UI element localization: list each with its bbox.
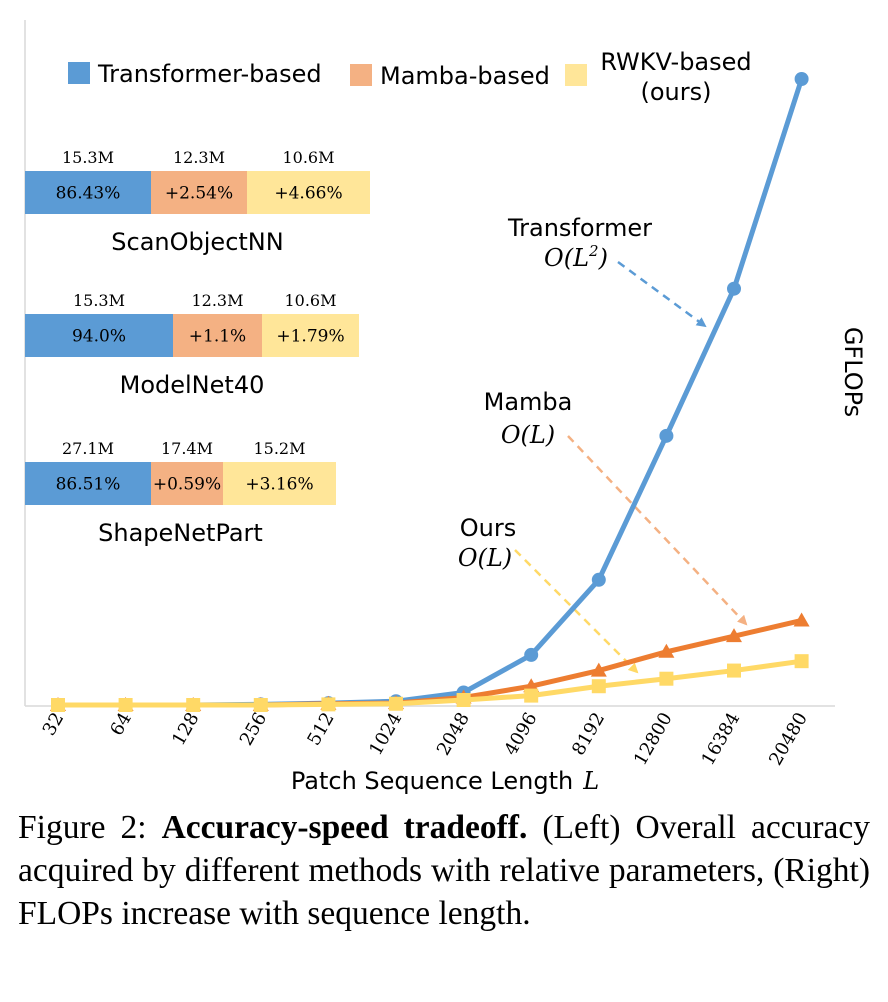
x-tick-label: 512	[303, 709, 338, 749]
accuracy-bar-shapenetpart: 86.51% 27.1M +0.59% 17.4M +3.16% 15.2M ShapeNe…	[25, 439, 336, 547]
bar-param-label: 12.3M	[191, 291, 243, 310]
bar-segment-mamba	[151, 462, 223, 505]
legend: Transformer-based Mamba-based RWKV-based…	[68, 48, 752, 106]
bar-param-label: 15.3M	[73, 291, 125, 310]
caption-body: (Left) Overall accuracy acquired by diff…	[18, 809, 871, 932]
data-point-mamba	[590, 662, 607, 677]
bar-segment-transformer	[25, 171, 151, 214]
x-tick-label: 20480	[765, 709, 812, 769]
data-point-mamba	[658, 643, 675, 658]
series-ours	[51, 654, 809, 712]
data-point-transformer	[591, 572, 606, 587]
annotation-mamba-arrow	[567, 435, 748, 626]
dataset-label: ScanObjectNN	[111, 228, 283, 256]
annotation-ours-complexity: O(L)	[458, 544, 512, 572]
accuracy-bars: 86.43% 15.3M +2.54% 12.3M +4.66% 10.6M ScanObj…	[25, 148, 370, 547]
legend-label-rwkv: RWKV-based	[600, 48, 751, 76]
bar-value-label: 94.0%	[72, 327, 126, 347]
figure: Transformer-based Mamba-based RWKV-based…	[24, 20, 867, 795]
legend-label-transformer: Transformer-based	[97, 60, 322, 88]
data-point-ours	[389, 696, 403, 711]
data-point-ours	[591, 679, 606, 694]
data-point-ours	[118, 698, 133, 712]
x-tick-label: 32	[39, 709, 69, 739]
bar-segment-transformer	[25, 314, 173, 357]
figure-caption: Figure 2: Accuracy-speed tradeoff. (Left…	[18, 806, 870, 935]
x-tick-label: 64	[106, 709, 136, 739]
x-tick-label: 2048	[433, 709, 474, 759]
legend-swatch-mamba	[350, 64, 372, 86]
bar-segment-mamba	[173, 314, 262, 357]
bar-param-label: 10.6M	[284, 291, 336, 310]
series-layer	[50, 72, 810, 712]
y-axis-title: GFLOPs	[839, 327, 867, 417]
legend-swatch-transformer	[68, 62, 90, 84]
accuracy-bar-modelnet40: 94.0% 15.3M +1.1% 12.3M +1.79% 10.6M ModelNet4…	[25, 291, 359, 399]
annotation-mamba-label: Mamba	[484, 388, 573, 416]
bar-segment-rwkv	[247, 171, 370, 214]
bar-value-label: +0.59%	[153, 475, 221, 495]
data-point-transformer	[727, 281, 741, 296]
series-line-mamba	[58, 618, 803, 708]
bar-value-label: +2.54%	[165, 184, 233, 204]
bar-value-label: +4.66%	[274, 184, 342, 204]
legend-label-rwkv-ours: (ours)	[641, 78, 712, 106]
annotation-mamba-complexity: O(L)	[501, 421, 555, 449]
annotation-transformer-arrow	[617, 260, 707, 328]
data-point-ours	[659, 671, 674, 686]
x-tick-label: 1024	[365, 709, 406, 759]
bar-value-label: +3.16%	[245, 475, 313, 495]
bar-param-label: 17.4M	[161, 439, 213, 458]
data-point-ours	[321, 697, 336, 712]
bar-param-label: 27.1M	[62, 439, 114, 458]
data-point-ours	[456, 692, 471, 707]
caption-prefix: Figure 2:	[18, 809, 162, 846]
data-point-ours	[253, 698, 268, 712]
caption-title: Accuracy-speed tradeoff.	[161, 809, 528, 846]
annotation-transformer-label: Transformer	[507, 214, 652, 242]
x-tick-label: 128	[168, 709, 203, 749]
x-axis-title: Patch Sequence Length L	[291, 767, 599, 795]
data-point-mamba	[793, 612, 810, 627]
data-point-ours	[727, 663, 741, 678]
x-tick-label: 12800	[630, 709, 677, 769]
dataset-label: ModelNet40	[120, 371, 265, 399]
x-tick-labels: 32 64 128 256 512 1024 2048 4096 8192 12800 16384 2…	[39, 709, 812, 769]
bar-param-label: 10.6M	[282, 148, 334, 167]
data-point-ours	[524, 688, 539, 703]
dataset-label: ShapeNetPart	[98, 519, 263, 547]
bar-segment-mamba	[151, 171, 247, 214]
bar-segment-transformer	[25, 462, 151, 505]
annotation-ours-label: Ours	[460, 514, 516, 542]
data-point-transformer	[659, 428, 674, 443]
x-tick-label: 256	[236, 709, 271, 749]
data-point-transformer	[794, 72, 809, 86]
bar-param-label: 15.3M	[62, 148, 114, 167]
bar-segment-rwkv	[223, 462, 336, 505]
bar-value-label: 86.51%	[56, 475, 121, 495]
data-point-ours	[186, 698, 201, 712]
x-tick-label: 8192	[568, 709, 609, 759]
annotation-ours-arrow	[514, 549, 639, 674]
bar-value-label: +1.79%	[276, 327, 344, 347]
bar-value-label: 86.43%	[56, 184, 121, 204]
bar-segment-rwkv	[262, 314, 359, 357]
flops-chart: Transformer-based Mamba-based RWKV-based…	[24, 20, 867, 795]
data-point-mamba	[726, 628, 742, 643]
legend-swatch-rwkv	[565, 64, 587, 86]
legend-label-mamba: Mamba-based	[380, 62, 550, 90]
data-point-transformer	[524, 647, 539, 662]
bar-param-label: 15.2M	[253, 439, 305, 458]
bar-value-label: +1.1%	[189, 327, 246, 347]
data-point-ours	[794, 654, 809, 669]
accuracy-bar-scanobjectnn: 86.43% 15.3M +2.54% 12.3M +4.66% 10.6M ScanObj…	[25, 148, 370, 256]
x-tick-label: 16384	[698, 709, 745, 769]
annotations: Transformer O(L2) Mamba O(L) Ours O(L)	[458, 214, 748, 674]
data-point-ours	[51, 698, 65, 712]
annotation-transformer-complexity: O(L2)	[544, 242, 608, 272]
x-tick-label: 4096	[500, 709, 541, 759]
series-line-ours	[58, 658, 802, 708]
bar-param-label: 12.3M	[173, 148, 225, 167]
